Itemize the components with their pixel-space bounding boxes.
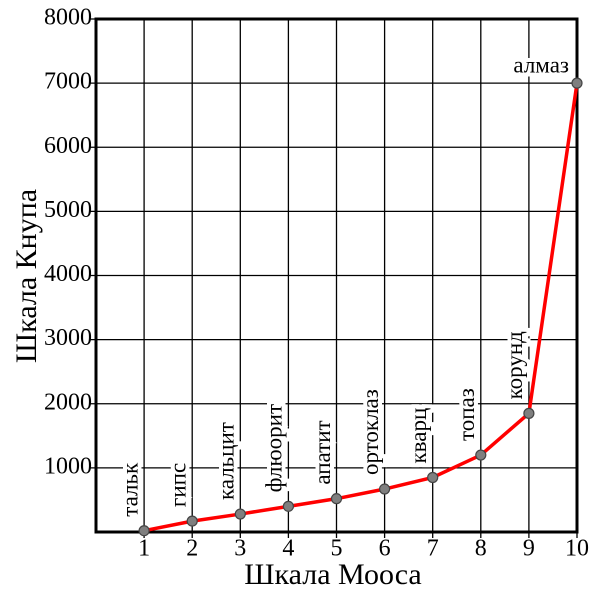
marker [475,449,487,461]
x-tick-label: 4 [282,536,294,562]
y-axis-title: Шкала Кнупа [10,189,43,363]
marker [571,77,583,89]
x-tick-label: 3 [234,536,246,562]
y-tick-label: 7000 [44,69,92,95]
plot-frame [94,17,579,534]
x-tick-label: 2 [186,536,198,562]
y-tick-label: 3000 [44,325,92,351]
marker [282,500,294,512]
x-tick-label: 1 [138,536,150,562]
point-label: алмаз [513,52,569,77]
point-label: апатит [310,420,335,484]
y-tick-label: 1000 [44,453,92,479]
point-label: кварц [406,408,431,464]
marker [523,407,535,419]
marker [379,483,391,495]
x-tick-label: 8 [475,536,487,562]
point-label: тальк [117,462,142,517]
point-label: топаз [454,388,479,441]
marker [427,471,439,484]
line [143,82,579,533]
x-tick-label: 6 [379,536,391,562]
point-label: гипс [165,463,190,507]
point-label: флюорит [262,404,287,492]
y-tick-label: 6000 [44,133,92,159]
x-tick-label: 5 [331,536,343,562]
marker [234,508,246,520]
point-label: кальцит [214,422,239,500]
y-tick-label: 2000 [44,389,92,415]
x-tick-label: 7 [427,536,439,562]
y-tick-label: 4000 [44,261,92,287]
y-tick-label: 8000 [44,5,92,31]
x-axis-title: Шкала Мооса [244,558,421,591]
x-tick-label: 9 [523,536,535,562]
point-label: ортоклаз [358,389,383,475]
y-tick-label: 5000 [44,197,92,223]
point-label: корунд [502,331,527,400]
marker [330,493,343,505]
marker [186,515,198,527]
marker [138,525,150,537]
x-tick-label: 10 [565,536,589,562]
